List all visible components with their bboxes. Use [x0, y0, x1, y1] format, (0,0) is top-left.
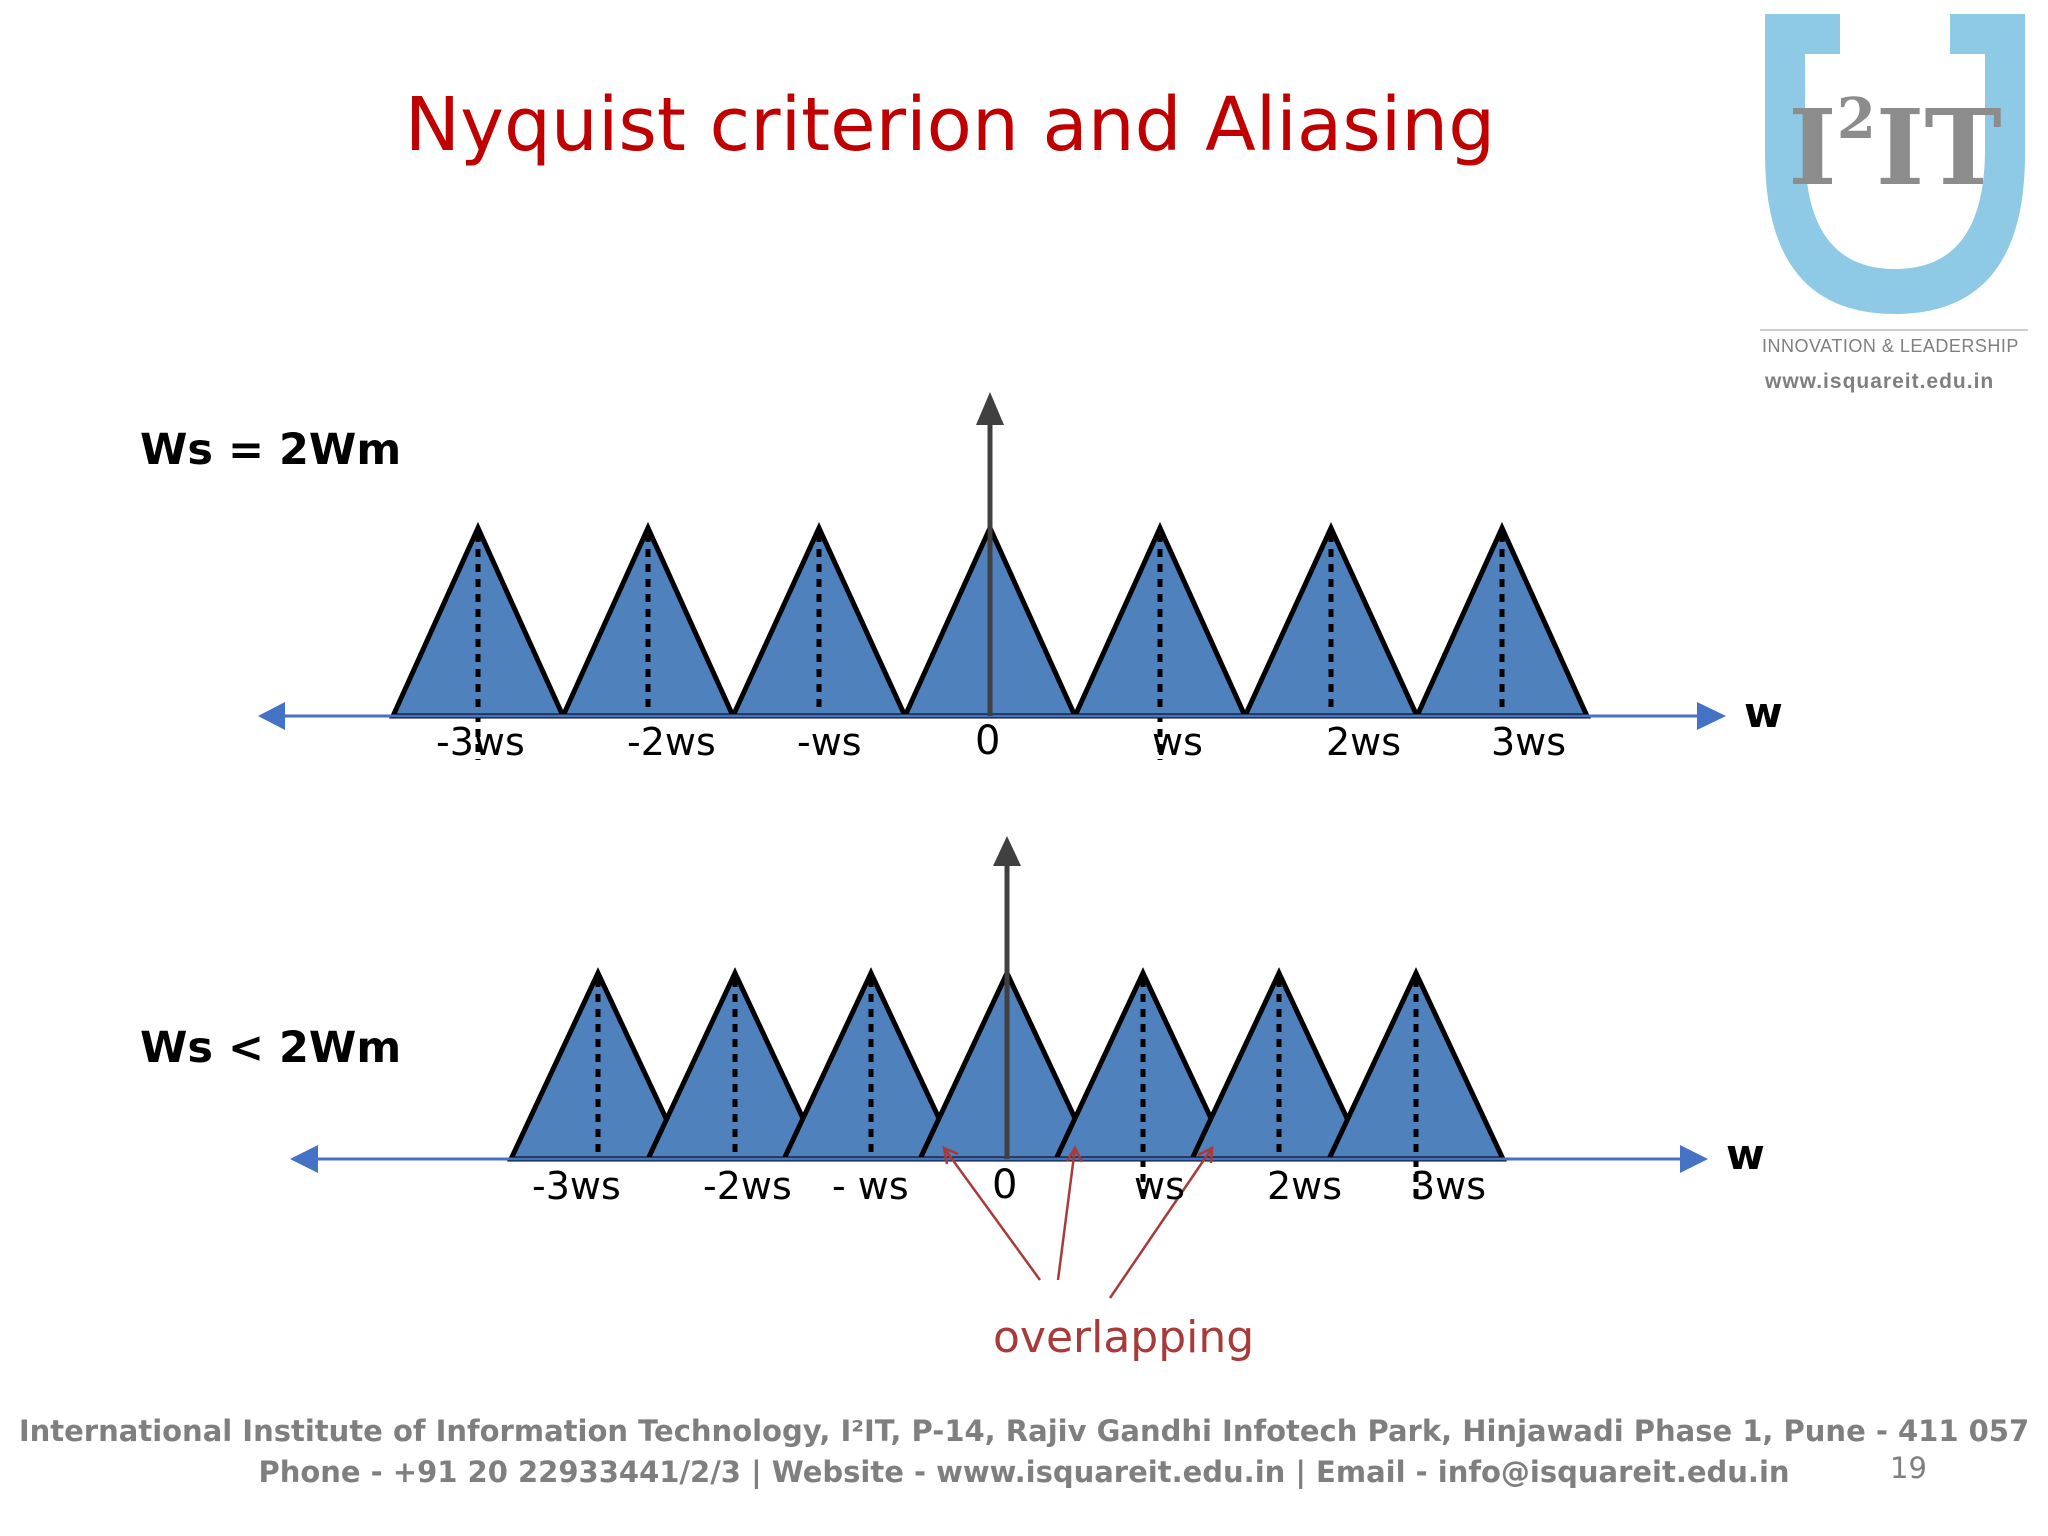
logo-shield	[1765, 14, 2025, 314]
i2it-logo: I2IT	[1760, 14, 2028, 331]
tick-label: 3ws	[1411, 1164, 1487, 1208]
center-lines-bottom	[595, 979, 1419, 1200]
tick-label: -2ws	[703, 1164, 792, 1208]
center-lines-top	[475, 534, 1505, 760]
axis-arrow-right-bottom	[1680, 1145, 1708, 1173]
footer-address: International Institute of Information T…	[18, 1414, 2030, 1448]
page-number: 19	[1890, 1451, 1927, 1485]
origin-label-bottom: 0	[992, 1162, 1018, 1208]
tick-label: -2ws	[627, 720, 716, 764]
axis-label-w-top: w	[1744, 688, 1783, 737]
axis-arrow-left-bottom	[290, 1145, 318, 1173]
axis-arrow-left-top	[258, 702, 285, 730]
tick-label: ws	[1134, 1164, 1185, 1208]
tick-label: 3ws	[1491, 720, 1567, 764]
tick-label: -ws	[797, 720, 862, 764]
axis-arrow-right-top	[1697, 702, 1726, 730]
overlap-arrows	[942, 1145, 1214, 1299]
footer-contact: Phone - +91 20 22933441/2/3 | Website - …	[258, 1455, 1790, 1489]
tick-label: -3ws	[532, 1164, 621, 1208]
tick-label: ws	[1152, 720, 1203, 764]
tick-label: 2ws	[1326, 720, 1402, 764]
logo-letters: I2IT	[1788, 86, 2002, 209]
spectrum-triangles-bottom	[507, 967, 1507, 1162]
origin-label-top: 0	[975, 718, 1001, 764]
condition-top: Ws = 2Wm	[140, 425, 402, 475]
vertical-axis-arrow-bottom	[993, 836, 1021, 866]
vertical-axis-arrow-top	[976, 392, 1004, 425]
tick-label: - ws	[832, 1164, 909, 1208]
condition-bottom: Ws < 2Wm	[140, 1023, 402, 1073]
overlapping-annotation: overlapping	[993, 1312, 1255, 1363]
logo-tagline: INNOVATION & LEADERSHIP	[1762, 336, 2019, 356]
tick-label: -3ws	[436, 720, 525, 764]
axis-label-w-bottom: w	[1726, 1130, 1765, 1179]
slide-title: Nyquist criterion and Aliasing	[404, 82, 1496, 168]
tick-label: 2ws	[1267, 1164, 1343, 1208]
logo-website: www.isquareit.edu.in	[1765, 370, 1995, 393]
